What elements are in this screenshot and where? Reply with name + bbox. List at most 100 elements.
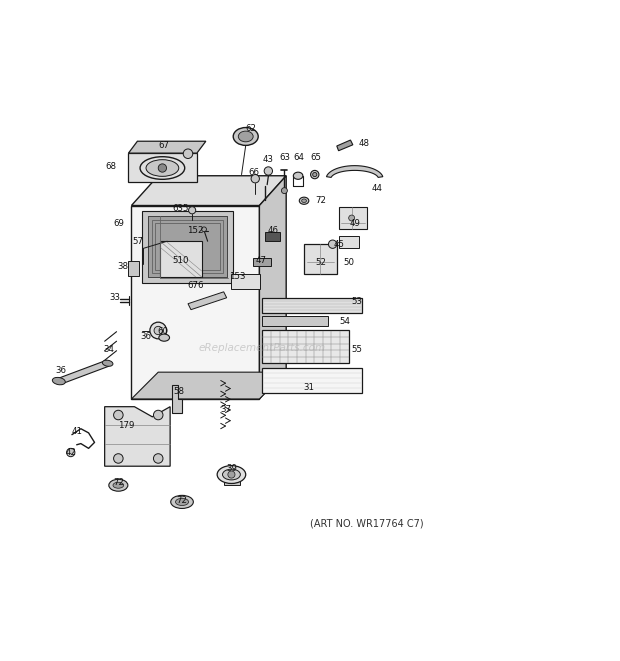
Text: 55: 55	[351, 345, 362, 354]
Bar	[262, 315, 328, 327]
Text: 53: 53	[351, 297, 362, 307]
Circle shape	[264, 167, 273, 175]
Polygon shape	[326, 166, 383, 177]
Ellipse shape	[223, 469, 241, 480]
Text: 41: 41	[71, 427, 82, 436]
Ellipse shape	[311, 171, 319, 178]
Circle shape	[228, 471, 235, 478]
Ellipse shape	[146, 160, 179, 176]
Text: 72: 72	[177, 496, 187, 504]
Ellipse shape	[159, 334, 169, 341]
Text: 153: 153	[229, 272, 246, 282]
Polygon shape	[172, 385, 182, 412]
Polygon shape	[142, 212, 232, 283]
Polygon shape	[131, 206, 259, 399]
Polygon shape	[259, 176, 286, 399]
Text: 42: 42	[65, 448, 76, 457]
Text: 64: 64	[294, 153, 305, 163]
Ellipse shape	[217, 465, 246, 483]
Polygon shape	[105, 407, 170, 466]
Circle shape	[348, 215, 355, 221]
Text: 36: 36	[56, 366, 67, 375]
Ellipse shape	[109, 479, 128, 491]
Text: 58: 58	[174, 387, 185, 396]
Circle shape	[154, 327, 162, 334]
Text: 49: 49	[349, 219, 360, 228]
Text: 52: 52	[315, 258, 326, 266]
Text: 635: 635	[172, 204, 188, 213]
Bar	[152, 220, 223, 274]
Circle shape	[154, 410, 163, 420]
Text: 65: 65	[311, 153, 321, 163]
Circle shape	[281, 188, 288, 194]
Text: 72: 72	[315, 196, 326, 206]
Circle shape	[329, 240, 337, 249]
Bar	[262, 297, 362, 313]
Bar	[231, 274, 260, 289]
Text: eReplacementParts.com: eReplacementParts.com	[199, 343, 326, 354]
Polygon shape	[131, 372, 286, 399]
Text: 50: 50	[343, 258, 354, 266]
Bar	[339, 207, 367, 229]
Circle shape	[202, 227, 206, 232]
Ellipse shape	[52, 377, 65, 385]
Bar	[224, 478, 241, 485]
Circle shape	[154, 453, 163, 463]
Circle shape	[66, 448, 75, 457]
Polygon shape	[148, 216, 227, 277]
Text: 33: 33	[109, 293, 120, 302]
Polygon shape	[128, 153, 197, 182]
Text: 37: 37	[220, 405, 231, 414]
Bar	[155, 223, 219, 270]
Text: 72: 72	[113, 478, 124, 486]
Text: 152: 152	[187, 226, 204, 235]
Polygon shape	[59, 360, 109, 384]
Polygon shape	[337, 140, 353, 151]
Text: 62: 62	[245, 124, 256, 133]
Circle shape	[251, 175, 259, 183]
Polygon shape	[188, 292, 227, 309]
Circle shape	[184, 149, 193, 159]
Bar	[262, 330, 348, 364]
Text: 46: 46	[268, 226, 278, 235]
Text: 36: 36	[141, 332, 152, 341]
Bar	[160, 241, 202, 277]
Circle shape	[188, 207, 196, 214]
Text: 39: 39	[226, 464, 237, 473]
Text: 54: 54	[339, 317, 350, 326]
Text: 67: 67	[159, 141, 170, 151]
Text: (ART NO. WR17764 C7): (ART NO. WR17764 C7)	[310, 519, 423, 529]
Text: 44: 44	[371, 184, 382, 193]
Ellipse shape	[302, 199, 306, 202]
Text: 45: 45	[333, 240, 344, 249]
Text: 68: 68	[105, 163, 116, 171]
Circle shape	[158, 164, 167, 172]
Bar	[254, 258, 272, 266]
Text: 34: 34	[104, 345, 114, 354]
Ellipse shape	[170, 495, 193, 508]
Text: 57: 57	[132, 237, 143, 246]
Bar	[128, 261, 139, 276]
Text: 48: 48	[358, 139, 369, 147]
Text: 510: 510	[172, 256, 188, 265]
Text: 63: 63	[280, 153, 291, 163]
Circle shape	[150, 322, 167, 339]
Ellipse shape	[102, 360, 113, 366]
Bar	[262, 368, 362, 393]
Ellipse shape	[233, 128, 258, 145]
Text: 47: 47	[255, 256, 267, 265]
Text: 38: 38	[117, 262, 128, 271]
Bar	[148, 216, 227, 277]
Text: 179: 179	[118, 421, 135, 430]
Circle shape	[113, 453, 123, 463]
Bar	[304, 244, 337, 274]
Text: 676: 676	[187, 282, 204, 290]
Bar	[265, 232, 280, 241]
Bar	[339, 237, 360, 249]
Ellipse shape	[238, 131, 253, 142]
Ellipse shape	[140, 157, 185, 179]
Polygon shape	[131, 176, 286, 206]
Ellipse shape	[299, 197, 309, 204]
Ellipse shape	[312, 173, 317, 176]
Ellipse shape	[175, 498, 188, 506]
